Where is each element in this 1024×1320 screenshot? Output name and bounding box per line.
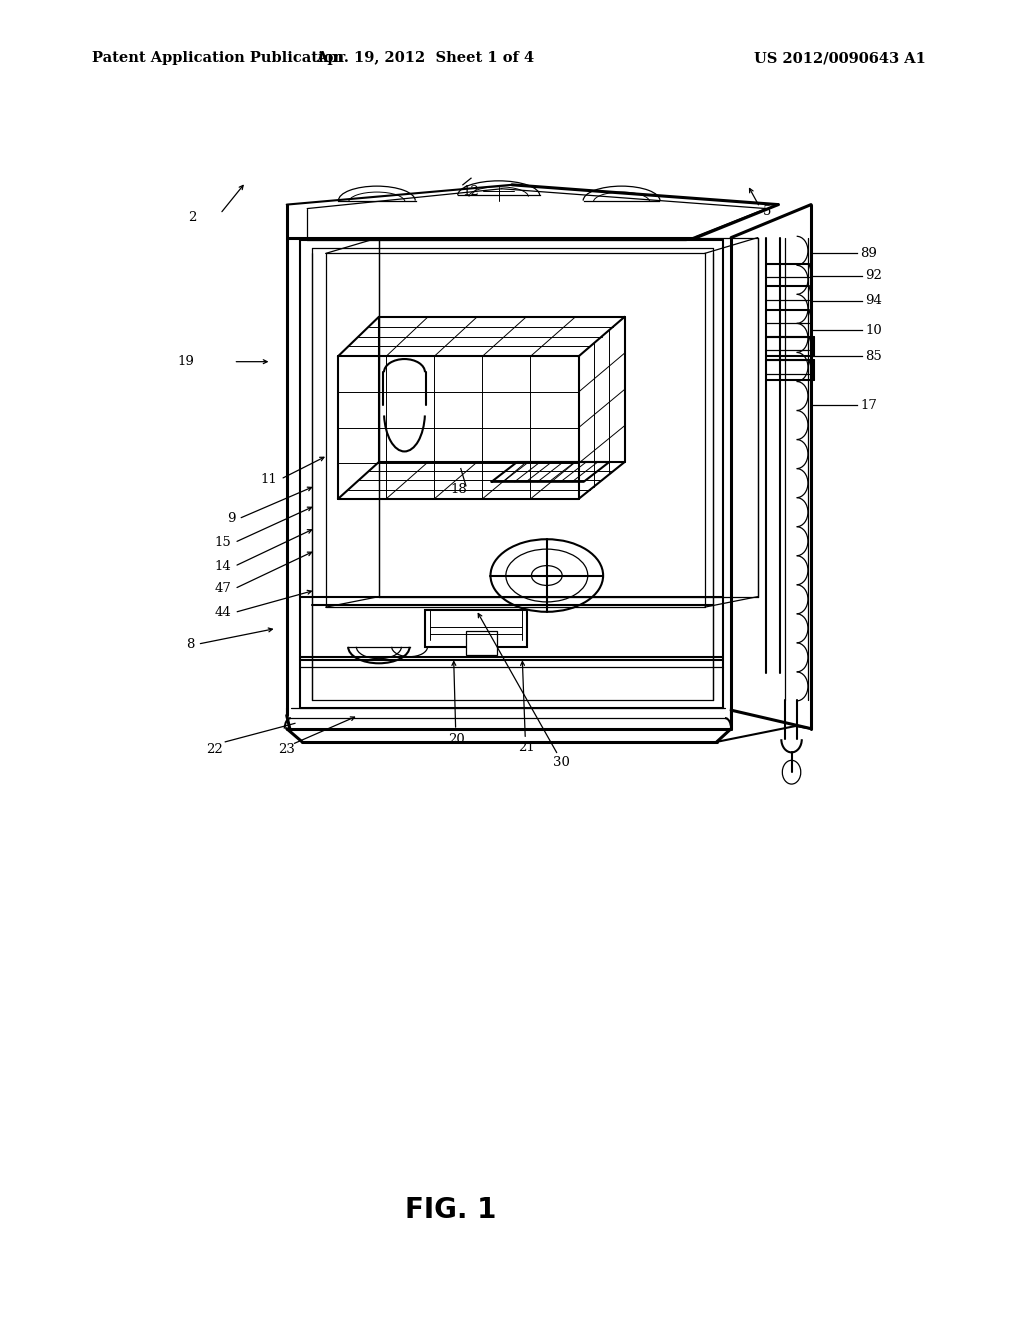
Text: 9: 9 [227, 512, 236, 525]
Text: 14: 14 [215, 560, 231, 573]
Text: 94: 94 [865, 294, 882, 308]
Text: 23: 23 [279, 743, 295, 756]
Text: 44: 44 [215, 606, 231, 619]
Text: 85: 85 [865, 350, 882, 363]
Text: 11: 11 [261, 473, 278, 486]
Bar [425, 610, 527, 647]
Text: 8: 8 [186, 638, 195, 651]
Text: 2: 2 [188, 211, 197, 224]
Text: 17: 17 [860, 399, 877, 412]
Text: 89: 89 [860, 247, 877, 260]
Text: 22: 22 [207, 743, 223, 756]
Text: 30: 30 [553, 756, 569, 770]
Text: 92: 92 [865, 269, 882, 282]
Text: 5: 5 [763, 205, 771, 218]
Text: 10: 10 [865, 323, 882, 337]
Text: Apr. 19, 2012  Sheet 1 of 4: Apr. 19, 2012 Sheet 1 of 4 [315, 51, 535, 65]
Bar [466, 631, 497, 655]
Text: 21: 21 [518, 741, 535, 754]
Text: 19: 19 [178, 355, 195, 368]
Text: FIG. 1: FIG. 1 [404, 1196, 497, 1225]
Text: Patent Application Publication: Patent Application Publication [92, 51, 344, 65]
Text: US 2012/0090643 A1: US 2012/0090643 A1 [754, 51, 926, 65]
Text: 18: 18 [451, 483, 467, 496]
Text: 20: 20 [449, 733, 465, 746]
Text: 12: 12 [463, 185, 479, 198]
Text: 15: 15 [215, 536, 231, 549]
Text: 47: 47 [215, 582, 231, 595]
